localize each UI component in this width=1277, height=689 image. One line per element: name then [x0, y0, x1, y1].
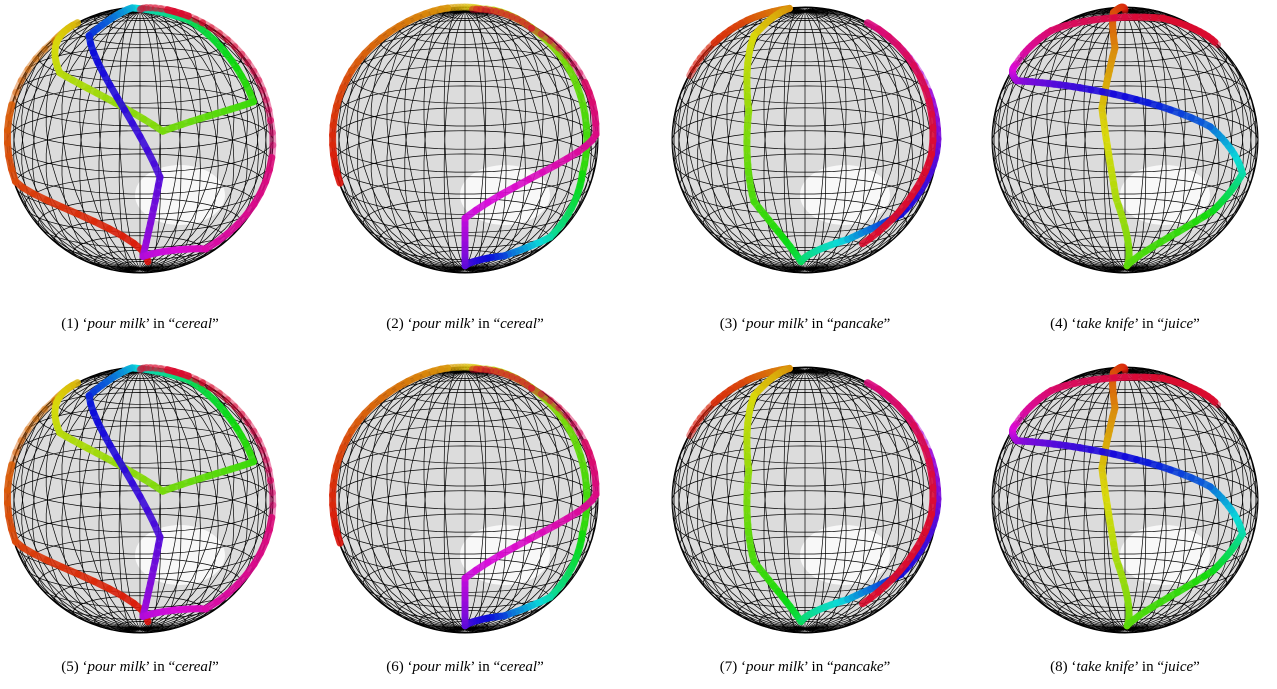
- panel-caption: (5) ‘pour milk’ in “cereal”: [61, 659, 218, 675]
- caption-italic: juice: [1162, 659, 1193, 675]
- caption-italic: pour milk: [87, 316, 146, 332]
- caption-text: (8) ‘: [1050, 659, 1076, 675]
- caption-italic: cereal: [500, 316, 537, 332]
- caption-text: ”: [884, 659, 891, 675]
- caption-text: (4) ‘: [1050, 316, 1076, 332]
- page: {"figure": {"panels": [ {"caption": ["(1…: [0, 0, 1277, 689]
- sphere-panel: [992, 7, 1258, 273]
- caption-italic: cereal: [500, 659, 537, 675]
- panel-caption: (1) ‘pour milk’ in “cereal”: [61, 316, 218, 332]
- panel-caption: (3) ‘pour milk’ in “pancake”: [720, 316, 891, 332]
- caption-text: (7) ‘: [720, 659, 746, 675]
- caption-text: ”: [212, 659, 219, 675]
- caption-italic: juice: [1162, 316, 1193, 332]
- caption-text: (5) ‘: [61, 659, 87, 675]
- sphere-panel: [7, 367, 273, 633]
- caption-text: ”: [212, 316, 219, 332]
- panel-caption: (6) ‘pour milk’ in “cereal”: [386, 659, 543, 675]
- caption-italic: cereal: [175, 659, 212, 675]
- caption-text: ’ in “: [145, 659, 175, 675]
- sphere-panel: [672, 367, 938, 633]
- caption-text: ’ in “: [145, 316, 175, 332]
- caption-italic: pour milk: [412, 659, 471, 675]
- caption-text: ’ in “: [1134, 659, 1164, 675]
- trajectory-segment: [863, 598, 871, 604]
- sphere-panel: [332, 367, 598, 633]
- caption-italic: cereal: [175, 316, 212, 332]
- caption-text: ’ in “: [470, 316, 500, 332]
- caption-text: ’ in “: [1134, 316, 1164, 332]
- panel-caption: (2) ‘pour milk’ in “cereal”: [386, 316, 543, 332]
- caption-italic: pour milk: [412, 316, 471, 332]
- sphere-panel: [992, 367, 1258, 633]
- trajectory-segment: [1215, 42, 1218, 45]
- trajectory-segment: [140, 369, 141, 370]
- caption-italic: pancake: [833, 316, 884, 332]
- caption-text: ’ in “: [804, 659, 834, 675]
- panel-caption: (4) ‘take knife’ in “juice”: [1050, 316, 1200, 332]
- trajectory-segment: [140, 9, 141, 10]
- figure: (1) ‘pour milk’ in “cereal”(2) ‘pour mil…: [0, 0, 1277, 689]
- caption-italic: pancake: [833, 659, 884, 675]
- caption-italic: take knife: [1076, 316, 1134, 332]
- caption-italic: take knife: [1076, 659, 1134, 675]
- sphere-panel: [672, 7, 938, 273]
- caption-text: ”: [537, 316, 544, 332]
- caption-italic: pour milk: [745, 659, 804, 675]
- caption-text: ”: [1193, 316, 1200, 332]
- caption-text: (1) ‘: [61, 316, 87, 332]
- sphere-panel: [332, 7, 598, 273]
- caption-text: ”: [537, 659, 544, 675]
- caption-text: ”: [1193, 659, 1200, 675]
- panel-caption: (7) ‘pour milk’ in “pancake”: [720, 659, 891, 675]
- caption-text: (6) ‘: [386, 659, 412, 675]
- trajectory-segment: [863, 238, 871, 244]
- caption-text: (2) ‘: [386, 316, 412, 332]
- caption-italic: pour milk: [745, 316, 804, 332]
- caption-text: ’ in “: [470, 659, 500, 675]
- sphere-panel: [7, 7, 273, 273]
- caption-text: ’ in “: [804, 316, 834, 332]
- caption-text: ”: [884, 316, 891, 332]
- caption-italic: pour milk: [87, 659, 146, 675]
- caption-text: (3) ‘: [720, 316, 746, 332]
- trajectory-segment: [1215, 402, 1218, 405]
- panel-caption: (8) ‘take knife’ in “juice”: [1050, 659, 1200, 675]
